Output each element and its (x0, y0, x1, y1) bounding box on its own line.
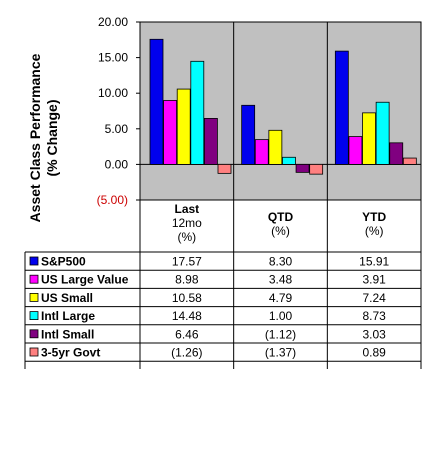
data-label: 8.98 (175, 273, 199, 287)
bar-1-1 (254, 139, 269, 165)
legend-label: Intl Large (41, 309, 95, 323)
bar-5-2 (402, 157, 417, 165)
data-label: 4.79 (269, 291, 293, 305)
legend-swatch-0 (29, 256, 39, 266)
category-label: (%) (271, 224, 290, 238)
category-label: QTD (268, 210, 294, 224)
data-label: 3.48 (269, 273, 293, 287)
category-label: (%) (365, 224, 384, 238)
legend-swatch-5 (29, 347, 39, 357)
data-label: 3.03 (362, 327, 386, 341)
y-tick-label: 0.00 (105, 157, 129, 171)
data-label: 17.57 (172, 255, 202, 269)
data-label: 8.30 (269, 255, 293, 269)
bar-2-1 (268, 129, 283, 165)
data-label: 8.73 (362, 309, 386, 323)
bar-3-1 (282, 156, 296, 165)
y-tick-label: 5.00 (105, 122, 129, 136)
bar-5-0 (217, 163, 232, 174)
bar-4-2 (389, 142, 404, 165)
data-label: 7.24 (362, 291, 386, 305)
category-label: Last (174, 202, 199, 216)
bar-0-0 (149, 38, 164, 165)
y-tick-label: 20.00 (98, 15, 128, 29)
legend-label: S&P500 (41, 255, 86, 269)
data-label: (1.26) (171, 346, 202, 360)
category-label: YTD (362, 210, 386, 224)
data-label: 14.48 (172, 309, 202, 323)
legend-label: Intl Small (41, 327, 94, 341)
bar-1-2 (348, 136, 363, 165)
legend-swatch-2 (29, 292, 39, 302)
y-axis-title-line2: (% Change) (44, 100, 60, 177)
legend-swatch-4 (29, 329, 39, 339)
data-label: (1.37) (265, 346, 296, 360)
data-label: 6.46 (175, 327, 199, 341)
bar-3-2 (375, 101, 390, 165)
legend-swatch-1 (29, 274, 39, 284)
bar-0-1 (241, 104, 256, 165)
bar-1-0 (163, 100, 178, 165)
y-tick-label: 10.00 (98, 86, 128, 100)
category-label: (%) (177, 230, 196, 244)
data-label: 10.58 (172, 291, 202, 305)
y-tick-label: 15.00 (98, 51, 128, 65)
legend-label: US Large Value (41, 273, 129, 287)
legend-label: 3-5yr Govt (41, 346, 100, 360)
bar-2-2 (362, 112, 376, 165)
bar-5-1 (309, 163, 324, 175)
y-tick-label: (5.00) (97, 193, 128, 207)
bar-3-0 (190, 60, 205, 165)
bar-2-0 (176, 88, 191, 165)
bar-4-1 (295, 163, 310, 173)
legend-label: US Small (41, 291, 93, 305)
y-axis-title: Asset Class Performance(% Change) (27, 53, 60, 222)
category-label: 12mo (172, 216, 202, 230)
data-label: 3.91 (362, 273, 386, 287)
data-label: 0.89 (362, 346, 386, 360)
data-label: 1.00 (269, 309, 293, 323)
data-label: 15.91 (359, 255, 389, 269)
bar-0-2 (334, 50, 349, 165)
y-axis-title-line1: Asset Class Performance (27, 53, 43, 222)
legend-swatch-3 (29, 311, 39, 321)
bar-4-0 (203, 118, 218, 165)
data-label: (1.12) (265, 327, 296, 341)
